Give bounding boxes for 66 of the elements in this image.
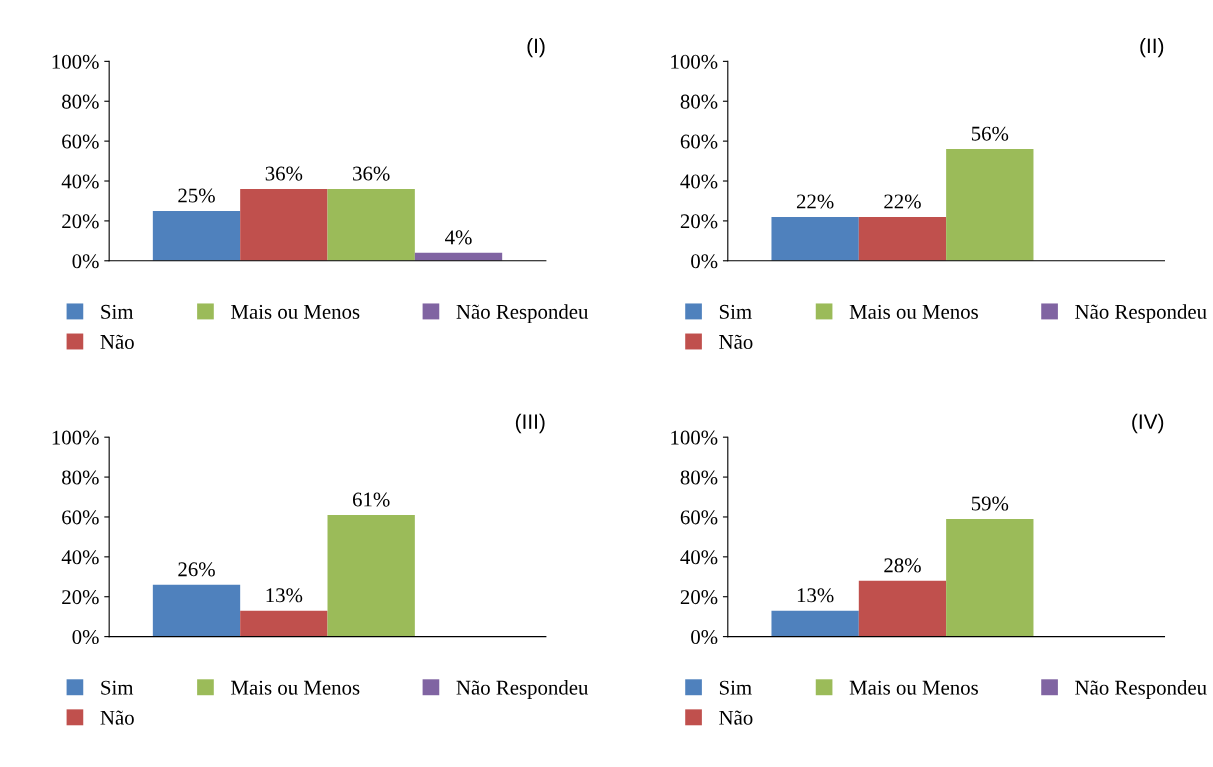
chart-title: (I) [527, 37, 545, 58]
legend-label: Não Respondeu [456, 304, 589, 324]
y-tick-label: 60% [680, 134, 718, 149]
y-tick-label: 0% [691, 629, 718, 645]
y-tick-label: 60% [680, 510, 718, 525]
data-label: 28% [884, 558, 921, 573]
legend-label: Não [719, 334, 753, 349]
legend-label: Sim [719, 304, 752, 319]
bar [152, 584, 241, 637]
y-tick-label: 60% [62, 134, 99, 149]
data-label: 13% [797, 588, 834, 603]
legend-label: Não [100, 710, 134, 725]
data-label: 36% [265, 166, 303, 181]
y-tick-label: 0% [72, 629, 99, 645]
y-tick-label: 40% [680, 550, 718, 565]
legend-label: Não Respondeu [1075, 680, 1207, 699]
y-tick-label: 100% [671, 54, 718, 69]
chart-title: (IV) [1132, 413, 1164, 434]
y-tick-label: 40% [61, 174, 99, 189]
y-tick-label: 100% [671, 430, 718, 445]
data-label: 59% [971, 496, 1009, 511]
y-tick-label: 20% [680, 590, 718, 605]
legend-label: Mais ou Menos [849, 680, 978, 695]
bar [152, 210, 241, 261]
data-label: 61% [352, 492, 390, 507]
chart-title: (III) [515, 413, 545, 434]
data-label: 36% [353, 166, 390, 181]
legend-label: Não [100, 334, 134, 349]
y-tick-label: 20% [62, 590, 99, 605]
data-label: 22% [884, 194, 921, 209]
bar [240, 610, 328, 637]
data-label: 56% [971, 126, 1009, 141]
y-tick-label: 40% [680, 174, 718, 189]
data-label: 4% [445, 230, 472, 245]
y-tick-label: 100% [52, 54, 99, 69]
y-tick-label: 80% [680, 470, 718, 485]
y-tick-label: 80% [62, 94, 99, 109]
bar [327, 514, 415, 637]
y-tick-label: 20% [680, 214, 718, 229]
bar [946, 518, 1034, 637]
chart-title: (II) [1140, 37, 1164, 58]
legend-label: Mais ou Menos [231, 680, 360, 695]
data-label: 13% [266, 588, 303, 603]
y-tick-label: 60% [62, 510, 99, 525]
y-tick-label: 20% [62, 214, 99, 229]
legend-label: Mais ou Menos [849, 304, 978, 319]
y-tick-label: 0% [72, 254, 99, 269]
y-tick-label: 80% [62, 470, 99, 485]
bar [240, 188, 328, 261]
data-label: 22% [796, 194, 834, 209]
bar [858, 580, 947, 637]
legend-label: Mais ou Menos [231, 304, 360, 319]
data-label: 26% [178, 562, 215, 577]
legend-label: Não Respondeu [456, 680, 589, 699]
legend-label: Sim [101, 680, 134, 695]
y-tick-label: 80% [680, 94, 718, 109]
y-tick-label: 100% [52, 430, 99, 445]
y-tick-label: 40% [61, 550, 99, 565]
bar [327, 188, 415, 261]
legend-label: Sim [101, 304, 134, 319]
data-label: 25% [178, 188, 215, 203]
bar [771, 610, 859, 637]
legend-label: Sim [719, 680, 752, 695]
legend-label: Não [719, 710, 753, 725]
legend-label: Não Respondeu [1075, 304, 1207, 324]
y-tick-label: 0% [691, 254, 718, 269]
